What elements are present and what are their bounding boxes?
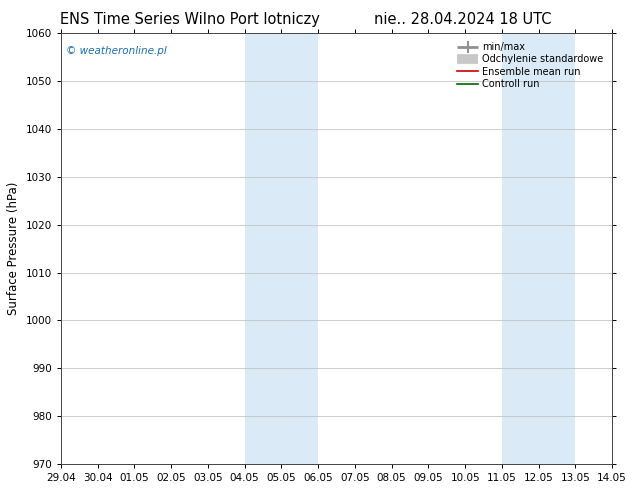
Bar — [245, 33, 318, 464]
Legend: min/max, Odchylenie standardowe, Ensemble mean run, Controll run: min/max, Odchylenie standardowe, Ensembl… — [453, 38, 607, 93]
Y-axis label: Surface Pressure (hPa): Surface Pressure (hPa) — [7, 182, 20, 315]
Text: nie.. 28.04.2024 18 UTC: nie.. 28.04.2024 18 UTC — [374, 12, 552, 27]
Text: © weatheronline.pl: © weatheronline.pl — [67, 46, 167, 56]
Text: ENS Time Series Wilno Port lotniczy: ENS Time Series Wilno Port lotniczy — [60, 12, 320, 27]
Bar — [502, 33, 576, 464]
